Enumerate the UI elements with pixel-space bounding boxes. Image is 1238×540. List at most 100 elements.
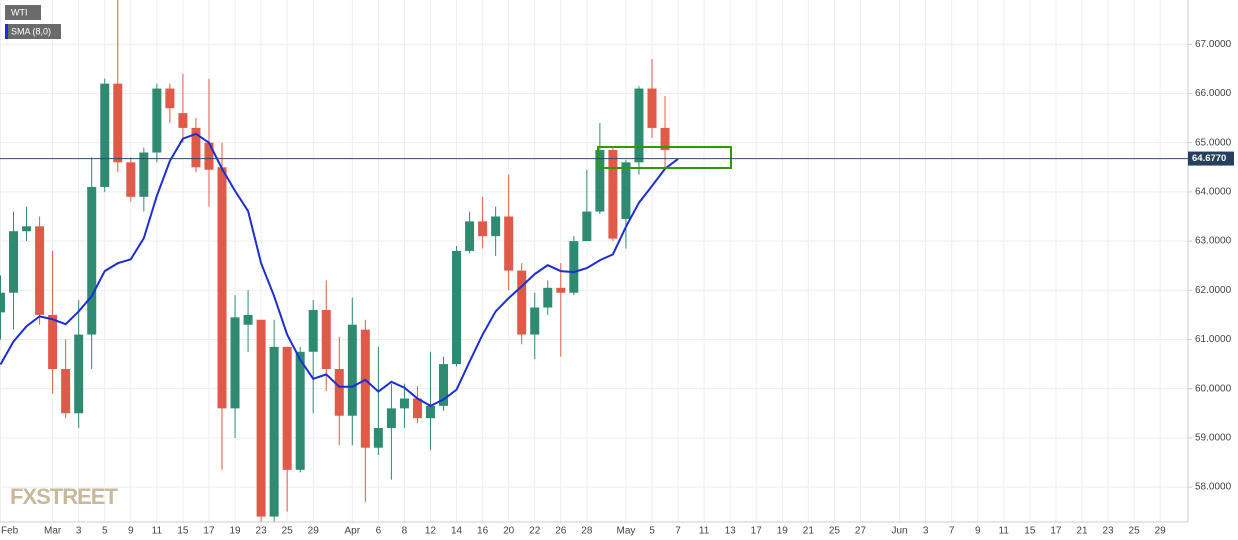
sma-line: [0, 132, 679, 408]
candle-body: [373, 428, 383, 448]
x-tick-label: 12: [425, 526, 437, 537]
candle-body: [321, 309, 331, 369]
candle-body: [0, 292, 5, 313]
x-tick-label: 5: [102, 526, 108, 537]
candle-body: [256, 319, 266, 517]
candle-body: [243, 314, 253, 325]
x-tick-label: 15: [177, 526, 189, 537]
candle-body: [608, 150, 618, 239]
x-tick-label: 25: [282, 526, 294, 537]
x-tick-label: 16: [477, 526, 489, 537]
legend-box: [5, 5, 41, 20]
candle-body: [269, 346, 279, 517]
x-tick-label: 14: [451, 526, 463, 537]
x-tick-label: 5: [649, 526, 655, 537]
candle-body: [113, 83, 123, 163]
x-tick-label: 9: [975, 526, 981, 537]
candle-body: [295, 351, 305, 470]
x-tick-label: 3: [76, 526, 82, 537]
y-tick-label: 66.0000: [1195, 88, 1232, 99]
x-tick-label: 29: [1155, 526, 1167, 537]
candle-body: [634, 88, 644, 163]
candle-body: [126, 162, 136, 197]
candle-body: [569, 241, 579, 293]
candle-body: [178, 113, 188, 128]
x-tick-label: 23: [1102, 526, 1114, 537]
current-price-box: [1188, 151, 1234, 166]
candle-body: [191, 127, 201, 168]
y-tick-label: 61.0000: [1195, 334, 1232, 345]
candle-body: [35, 226, 45, 315]
x-tick-label: 17: [751, 526, 763, 537]
candle-body: [165, 88, 175, 109]
candle-body: [621, 162, 631, 219]
candle-body: [491, 216, 501, 237]
x-tick-label: 23: [256, 526, 268, 537]
x-tick-label: 22: [529, 526, 541, 537]
x-tick-label: 15: [1024, 526, 1036, 537]
x-tick-label: 25: [1129, 526, 1141, 537]
x-tick-label: May: [616, 526, 635, 537]
y-tick-label: 65.0000: [1195, 137, 1232, 148]
x-tick-label: 9: [128, 526, 134, 537]
y-tick-label: 60.0000: [1195, 383, 1232, 394]
candle-body: [452, 250, 462, 365]
x-tick-label: Feb: [1, 526, 19, 537]
legend-box: [5, 24, 61, 39]
x-tick-label: 21: [1076, 526, 1088, 537]
candle-body: [100, 83, 110, 187]
x-tick-label: 17: [203, 526, 215, 537]
candle-body: [9, 231, 19, 293]
candle-body: [465, 221, 475, 251]
x-tick-label: 19: [229, 526, 241, 537]
candle-body: [230, 317, 240, 409]
x-tick-label: 11: [152, 526, 163, 537]
x-tick-label: 7: [949, 526, 955, 537]
candle-body: [425, 405, 435, 419]
candle-body: [647, 88, 657, 128]
candle-body: [139, 152, 149, 197]
x-tick-label: 19: [777, 526, 789, 537]
y-tick-label: 64.0000: [1195, 187, 1232, 198]
y-tick-label: 67.0000: [1195, 39, 1232, 50]
y-tick-label: 59.0000: [1195, 433, 1232, 444]
candle-body: [504, 216, 514, 271]
candle-body: [399, 398, 409, 409]
x-tick-label: 11: [999, 526, 1010, 537]
x-tick-label: 17: [1050, 526, 1062, 537]
x-tick-label: 21: [803, 526, 815, 537]
x-tick-label: Apr: [345, 526, 361, 537]
x-tick-label: 7: [675, 526, 681, 537]
x-tick-label: Mar: [44, 526, 62, 537]
current-price-label: 64.6770: [1192, 153, 1226, 164]
candle-body: [386, 408, 396, 429]
y-tick-label: 62.0000: [1195, 285, 1232, 296]
candle-body: [478, 221, 488, 237]
candle-body: [22, 226, 32, 232]
candle-body: [347, 324, 357, 416]
legend-label: WTI: [11, 7, 28, 17]
x-tick-label: 25: [829, 526, 841, 537]
candle-body: [439, 364, 449, 406]
x-tick-label: 6: [376, 526, 382, 537]
candle-body: [87, 186, 97, 335]
candle-body: [282, 346, 292, 470]
candle-body: [582, 211, 592, 242]
candle-body: [556, 287, 566, 293]
x-tick-label: 8: [402, 526, 408, 537]
x-tick-label: 11: [699, 526, 710, 537]
candle-body: [412, 398, 422, 419]
x-tick-label: 3: [923, 526, 929, 537]
x-tick-label: 28: [581, 526, 593, 537]
candle-body: [334, 368, 344, 416]
candle-body: [204, 142, 214, 170]
candle-body: [660, 127, 670, 151]
candle-body: [530, 307, 540, 335]
candle-body: [360, 329, 370, 448]
candle-body: [74, 334, 84, 414]
x-tick-label: 27: [855, 526, 867, 537]
candle-body: [152, 88, 162, 153]
x-tick-label: 13: [725, 526, 737, 537]
candle-body: [308, 309, 318, 352]
